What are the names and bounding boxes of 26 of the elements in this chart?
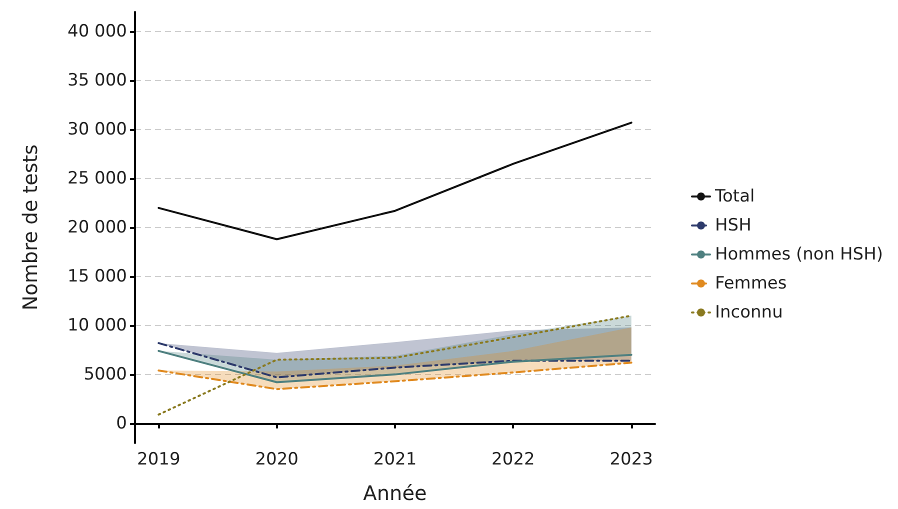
line-series [158,314,632,416]
y-tick-label: 20 000 [68,218,127,238]
legend-label: Inconnu [715,302,783,322]
y-tick-label: 40 000 [68,22,127,42]
x-tick-label: 2021 [373,450,417,470]
x-axis-title: Année [363,481,427,505]
legend-label: Hommes (non HSH) [715,244,883,264]
line-series [158,122,632,240]
y-tick-label: 30 000 [68,120,127,140]
legend-label: HSH [715,216,752,236]
y-tick-label: 10 000 [68,315,127,336]
y-tick-label: 35 000 [68,70,127,91]
x-tick-label: 2023 [610,450,653,470]
y-tick-label: 0 [116,413,127,434]
line-series [158,342,632,378]
y-tick-label: 15 000 [68,266,127,286]
x-tick-label: 2020 [255,450,298,470]
x-tick-label: 2019 [137,450,180,470]
line-series [158,362,632,390]
legend-label: Total [714,186,755,206]
line-series [158,350,632,384]
y-tick-label: 5000 [84,364,127,384]
y-tick-label: 25 000 [68,168,127,189]
y-axis-title: Nombre de tests [18,144,42,311]
x-tick-label: 2022 [492,450,535,470]
legend-label: Femmes [715,274,787,294]
